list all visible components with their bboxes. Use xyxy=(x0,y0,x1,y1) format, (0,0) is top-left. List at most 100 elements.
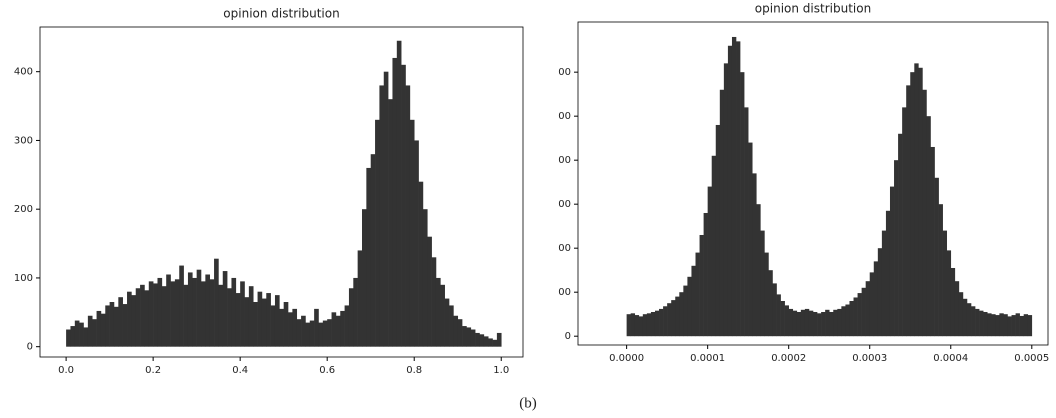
bar xyxy=(760,230,765,337)
bar xyxy=(975,308,980,337)
bar xyxy=(248,286,254,347)
axes-frame xyxy=(577,21,1049,346)
bar xyxy=(322,320,328,347)
bar xyxy=(96,310,102,347)
bar xyxy=(431,257,437,347)
bar xyxy=(727,45,733,337)
bar xyxy=(157,277,163,347)
bar xyxy=(1011,315,1016,337)
bar xyxy=(971,306,976,337)
bar xyxy=(309,320,315,347)
bar xyxy=(861,287,866,337)
bar xyxy=(711,155,717,337)
bar xyxy=(127,291,132,347)
bar xyxy=(227,288,232,347)
bar xyxy=(148,281,154,347)
bar xyxy=(898,133,903,337)
bar xyxy=(383,71,389,347)
bar xyxy=(253,302,258,347)
bar xyxy=(792,310,798,337)
bar xyxy=(174,279,180,347)
bar xyxy=(462,326,467,347)
bar xyxy=(646,313,652,337)
bar xyxy=(457,319,463,347)
y-tick-label: 200 xyxy=(14,204,33,215)
bar xyxy=(825,309,830,337)
bar xyxy=(344,305,350,347)
bar xyxy=(768,270,773,337)
bar xyxy=(841,306,846,337)
bar xyxy=(650,311,656,337)
bar xyxy=(261,298,267,347)
bar xyxy=(1027,315,1033,337)
bar xyxy=(817,313,822,337)
bar xyxy=(362,209,367,347)
chart-title: opinion distribution xyxy=(223,7,339,21)
bar xyxy=(1003,314,1008,337)
bar xyxy=(201,281,206,347)
bar xyxy=(837,308,842,337)
bar xyxy=(466,327,472,347)
bar xyxy=(235,293,241,347)
bar xyxy=(930,146,935,337)
y-tick-label: 00 xyxy=(558,243,571,254)
y-tick-label: 00 xyxy=(558,199,571,210)
bar xyxy=(183,284,189,347)
bar xyxy=(845,304,850,337)
bar xyxy=(744,107,749,337)
bar xyxy=(414,140,419,347)
y-tick-label: 0 xyxy=(27,342,33,353)
bar xyxy=(1015,313,1020,337)
bar xyxy=(962,298,968,337)
bar xyxy=(1007,316,1012,337)
y-tick-label: 00 xyxy=(558,111,571,122)
bar xyxy=(187,272,193,347)
bar xyxy=(370,154,376,347)
bar xyxy=(440,284,445,347)
bar xyxy=(366,167,372,347)
bar xyxy=(353,277,358,347)
bar xyxy=(100,313,106,347)
bar xyxy=(453,315,459,347)
bar xyxy=(991,314,996,337)
bar xyxy=(691,265,696,337)
bar xyxy=(470,329,476,347)
bar xyxy=(630,313,636,337)
bar xyxy=(671,300,676,337)
bar xyxy=(375,119,380,347)
bar xyxy=(788,308,794,337)
bar xyxy=(327,319,332,347)
caption: (b) xyxy=(519,395,537,411)
bar xyxy=(926,116,931,337)
y-tick-label: 00 xyxy=(558,67,571,78)
bar xyxy=(314,308,319,347)
bar xyxy=(707,186,713,337)
bar xyxy=(113,306,119,347)
bar xyxy=(675,296,680,337)
bar xyxy=(357,250,363,347)
y-tick-label: 0 xyxy=(565,331,571,342)
bar xyxy=(800,309,806,337)
bar xyxy=(292,308,298,347)
bar xyxy=(808,310,814,337)
bar xyxy=(654,310,660,337)
bar xyxy=(715,124,721,337)
bar xyxy=(109,302,115,347)
bar xyxy=(288,312,293,347)
bar xyxy=(780,300,785,337)
bar xyxy=(634,315,640,337)
bar xyxy=(444,298,450,347)
bar xyxy=(218,284,224,347)
bar xyxy=(914,63,919,337)
bar xyxy=(857,293,862,337)
bar xyxy=(87,315,93,347)
bar xyxy=(869,272,875,337)
bar xyxy=(966,303,972,337)
bar xyxy=(784,305,789,337)
bar xyxy=(401,64,406,347)
bar xyxy=(479,334,485,347)
bar xyxy=(449,305,454,347)
bar xyxy=(135,288,141,347)
bar xyxy=(756,204,761,337)
